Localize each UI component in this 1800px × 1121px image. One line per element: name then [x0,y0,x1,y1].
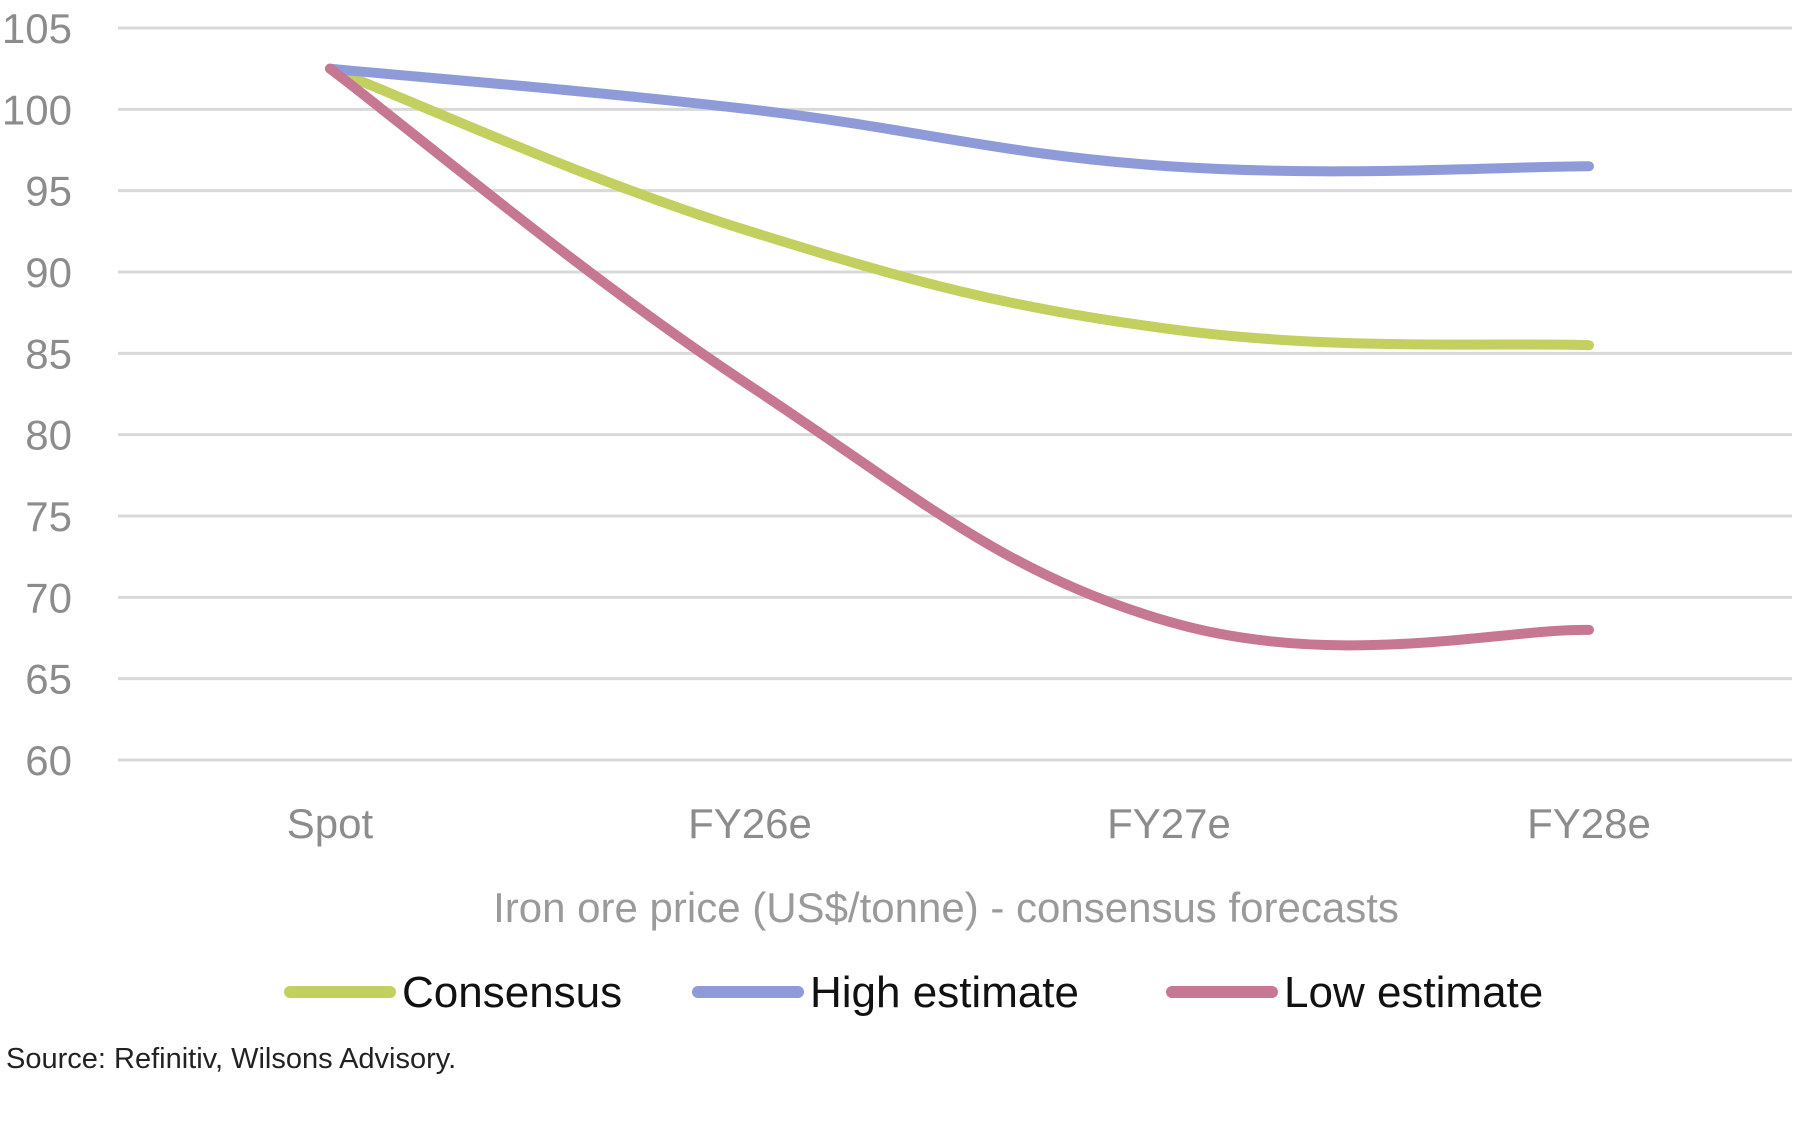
y-tick-label: 70 [25,574,72,621]
line-chart: 60 65 70 75 80 85 90 95 100 105 Spot FY26e FY27e FY2… [0,0,1800,1121]
series-lines [330,69,1589,646]
y-tick-label: 60 [25,737,72,784]
x-tick-label: Spot [287,800,374,847]
x-tick-label: FY28e [1527,800,1651,847]
y-tick-label: 90 [25,249,72,296]
legend-label: High estimate [810,968,1079,1017]
y-tick-label: 100 [2,86,72,133]
series-line-low-estimate [330,69,1589,646]
y-tick-label: 95 [25,168,72,215]
y-tick-label: 80 [25,412,72,459]
x-axis-label: Iron ore price (US$/tonne) - consensus f… [493,884,1399,931]
x-tick-label: FY27e [1107,800,1231,847]
y-tick-label: 105 [2,5,72,52]
y-tick-label: 85 [25,330,72,377]
series-line-high-estimate [330,69,1589,172]
legend-label: Low estimate [1284,968,1543,1017]
y-tick-label: 65 [25,656,72,703]
legend: Consensus High estimate Low estimate [290,968,1543,1017]
x-axis-ticks: Spot FY26e FY27e FY28e [287,800,1651,847]
legend-label: Consensus [402,968,622,1017]
x-tick-label: FY26e [688,800,812,847]
y-tick-label: 75 [25,493,72,540]
source-note: Source: Refinitiv, Wilsons Advisory. [6,1043,456,1075]
y-axis-ticks: 60 65 70 75 80 85 90 95 100 105 [2,5,72,784]
